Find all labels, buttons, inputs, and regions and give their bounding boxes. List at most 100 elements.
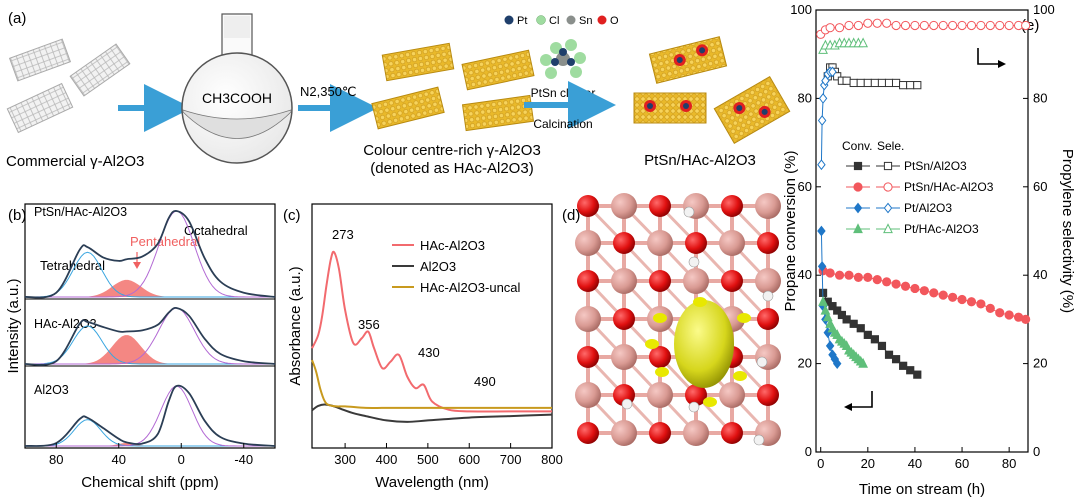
tos-point-5-7 <box>828 66 837 78</box>
tos-point-4-1 <box>817 260 827 272</box>
aluminum-atom <box>755 268 781 294</box>
ptsn-cluster-icon <box>540 39 586 79</box>
tos-point-5-2 <box>818 92 828 104</box>
tos-ytick-label-right-0: 20 <box>1033 356 1047 371</box>
legend-pt-hac: Pt/HAc-Al2O3 <box>904 222 979 236</box>
peak-label-273: 273 <box>332 227 354 242</box>
oxygen-atom <box>649 270 671 292</box>
tos-point-2-4 <box>853 272 864 283</box>
panel-a-label: (a) <box>8 10 26 27</box>
tos-point-2-20 <box>1004 310 1014 320</box>
tos-point-3-23 <box>1021 20 1031 31</box>
hydrogen-atom <box>621 398 633 410</box>
octahedral-fit-1 <box>25 307 275 365</box>
tos-point-2-22 <box>1021 314 1031 324</box>
legend-o: O <box>610 15 619 27</box>
uv-legend-al2o3: Al2O3 <box>420 259 456 274</box>
oxygen-atom <box>685 232 707 254</box>
aluminum-atom <box>647 382 673 408</box>
tos-point-4-0 <box>817 225 826 237</box>
atom-legend: Pt Cl Sn O <box>504 15 619 27</box>
o-atom-icon <box>597 15 607 25</box>
axis-pointer-left <box>844 391 873 411</box>
legend-sele-marker-2 <box>883 202 893 214</box>
pentahedral-peak-1 <box>25 335 275 364</box>
aluminum-atom <box>719 382 745 408</box>
legend-pt-al2o3: Pt/Al2O3 <box>904 201 952 215</box>
oxygen-atom <box>649 346 671 368</box>
uv-legend-uncal: HAc-Al2O3-uncal <box>420 280 521 295</box>
panel-c-xlabel: Wavelength (nm) <box>375 474 489 491</box>
oxygen-atom <box>721 422 743 444</box>
tos-point-2-12 <box>929 288 939 298</box>
tos-point-2-15 <box>957 294 967 305</box>
pt-atom-icon <box>504 15 514 25</box>
peak-label-430: 430 <box>418 345 440 360</box>
uv-xtick-label-5: 800 <box>541 452 563 467</box>
tos-point-2-1 <box>825 268 835 278</box>
tos-point-1-16 <box>913 81 922 90</box>
calcination-label: Calcination <box>533 117 592 131</box>
tos-point-5-1 <box>817 115 827 126</box>
tos-point-1-15 <box>906 81 915 90</box>
uv-xtick-label-4: 700 <box>500 452 522 467</box>
tos-point-2-13 <box>938 290 948 300</box>
flask-solvent-label: CH3COOH <box>202 90 272 106</box>
tos-point-1-6 <box>842 76 851 85</box>
aluminum-atom <box>719 230 745 256</box>
tos-point-0-7 <box>856 324 865 333</box>
panel-e-xlabel: Time on stream (h) <box>859 481 985 498</box>
tos-point-4-8 <box>832 358 842 370</box>
oxygen-atom <box>613 232 635 254</box>
sample-label-al2o3: Al2O3 <box>34 383 69 397</box>
legend-header-sele: Sele. <box>877 139 904 153</box>
tos-point-1-8 <box>856 78 865 88</box>
tos-point-2-6 <box>872 275 882 285</box>
legend-cl: Cl <box>549 15 559 27</box>
tos-point-3-10 <box>900 20 911 31</box>
aluminum-atom <box>611 268 637 294</box>
aluminum-atom <box>575 382 601 408</box>
tos-point-6-17 <box>858 357 869 368</box>
tos-plot-area <box>816 18 1031 379</box>
tos-point-0-5 <box>842 315 851 324</box>
pentahedral-peak-0 <box>25 279 275 297</box>
octahedral-fit-0 <box>25 210 275 298</box>
tos-point-3-11 <box>910 20 920 31</box>
legend-ptsn-al2o3: PtSn/Al2O3 <box>904 159 967 173</box>
panel-e-ylabel-right: Propylene selectivity (%) <box>1059 149 1076 313</box>
tos-point-3-16 <box>957 20 967 31</box>
uv-series-0 <box>311 250 552 413</box>
legend-ptsn-hac: PtSn/HAc-Al2O3 <box>904 180 994 194</box>
tos-point-1-12 <box>884 78 894 88</box>
legend-header-conv: Conv. <box>842 139 872 153</box>
tos-point-3-18 <box>976 20 986 31</box>
panel-c-ylabel: Absorbance (a.u.) <box>287 266 304 385</box>
panel-b-title: PtSn/HAc-Al2O3 <box>34 205 127 219</box>
hydrogen-atom <box>756 356 768 368</box>
uv-plot-area <box>311 250 553 423</box>
tos-point-2-14 <box>948 292 958 302</box>
oxygen-atom <box>577 195 599 217</box>
tos-point-2-18 <box>985 303 995 313</box>
tos-point-2-9 <box>900 281 911 291</box>
minor-density-lobe <box>703 397 717 407</box>
peak-label-490: 490 <box>474 374 496 389</box>
tos-point-2-8 <box>891 279 901 289</box>
nmr-xtick-label-2: 0 <box>178 452 185 467</box>
tos-point-2-5 <box>863 272 873 283</box>
flask: CH3COOH <box>181 13 293 164</box>
octahedral-label: Octahedral <box>184 223 248 238</box>
colour-centre-density <box>674 300 734 388</box>
nmr-xtick-label-0: 80 <box>49 452 63 467</box>
hydrogen-atom <box>688 256 700 268</box>
tos-point-0-4 <box>837 310 847 320</box>
panel-b-label: (b) <box>8 207 26 224</box>
tos-point-6-0 <box>818 296 828 306</box>
tos-point-3-15 <box>948 20 958 31</box>
tos-point-3-5 <box>853 20 864 31</box>
uv-peak-labels: 273 356 430 490 <box>332 227 496 389</box>
panel-e-frame <box>815 9 1029 453</box>
